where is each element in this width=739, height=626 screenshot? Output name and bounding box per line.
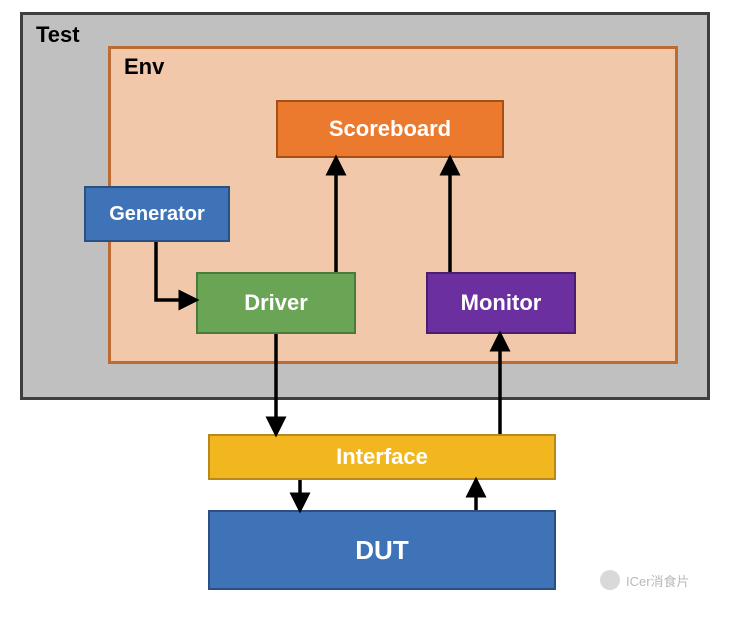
watermark-text: ICer消食片 bbox=[626, 571, 690, 590]
interface-label: Interface bbox=[336, 444, 428, 470]
dut-node: DUT bbox=[208, 510, 556, 590]
scoreboard-label: Scoreboard bbox=[329, 116, 451, 142]
watermark: ICer消食片 bbox=[600, 570, 690, 590]
watermark-icon bbox=[600, 570, 620, 590]
monitor-node: Monitor bbox=[426, 272, 576, 334]
scoreboard-node: Scoreboard bbox=[276, 100, 504, 158]
generator-node: Generator bbox=[84, 186, 230, 242]
monitor-label: Monitor bbox=[461, 290, 542, 316]
env-label: Env bbox=[124, 54, 164, 80]
generator-label: Generator bbox=[109, 203, 205, 226]
dut-label: DUT bbox=[355, 535, 408, 566]
test-label: Test bbox=[36, 22, 80, 48]
interface-node: Interface bbox=[208, 434, 556, 480]
driver-label: Driver bbox=[244, 290, 308, 316]
driver-node: Driver bbox=[196, 272, 356, 334]
